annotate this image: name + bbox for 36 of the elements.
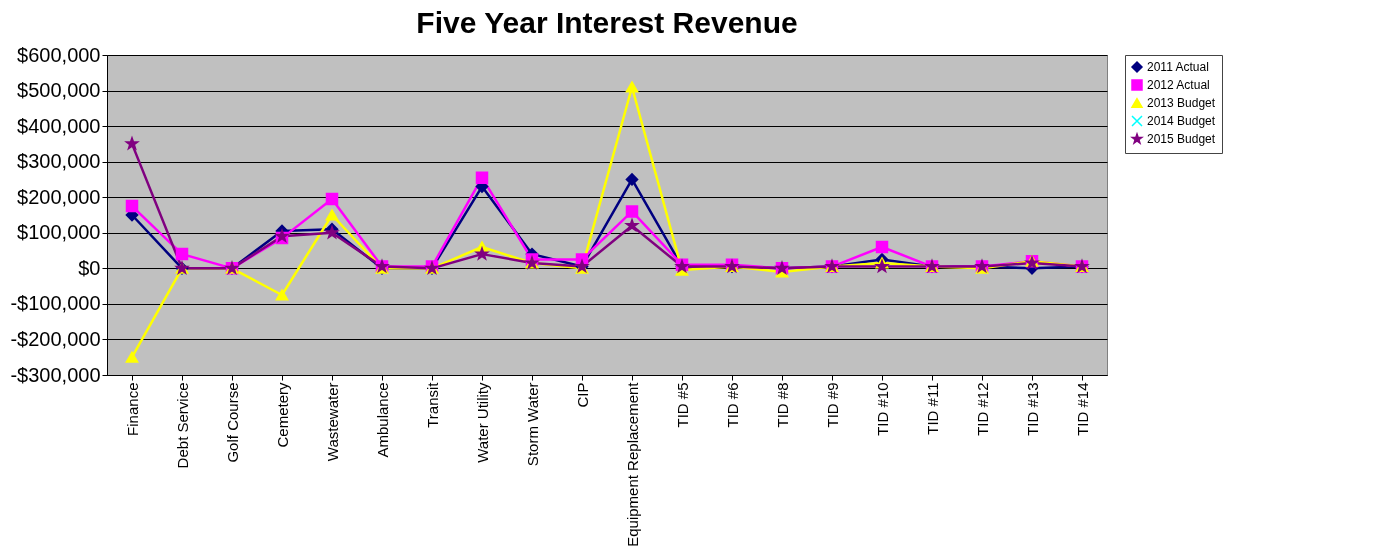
x-tick-label: CIP: [573, 382, 591, 408]
y-tick-label: -$200,000: [10, 327, 101, 350]
y-tick-label: $100,000: [17, 221, 101, 244]
y-tick-label: $600,000: [17, 43, 101, 66]
y-tick-label: -$100,000: [10, 292, 101, 315]
x-tick-label: Cemetery: [273, 382, 291, 448]
legend-label: 2015 Budget: [1147, 132, 1216, 146]
y-tick-label: $300,000: [17, 150, 101, 173]
x-tick-label: Storm Water: [523, 382, 541, 467]
chart-title: Five Year Interest Revenue: [416, 6, 798, 39]
x-tick-label: Golf Course: [223, 382, 241, 463]
y-tick-label: $400,000: [17, 114, 101, 137]
legend-label: 2011 Actual: [1147, 60, 1209, 74]
x-tick-label: Transit: [423, 381, 441, 428]
x-tick-label: TID #12: [973, 382, 991, 436]
x-tick-label: TID #5: [673, 382, 691, 428]
x-tick-label: Debt Service: [173, 382, 191, 469]
x-tick-label: TID #6: [723, 382, 741, 428]
legend-label: 2012 Actual: [1147, 78, 1210, 92]
x-tick-label: TID #11: [923, 382, 941, 435]
x-tick-label: Finance: [123, 382, 141, 436]
y-tick-label: $0: [78, 256, 101, 279]
x-tick-label: Equipment Replacement: [623, 381, 641, 547]
x-tick-label: Ambulance: [373, 382, 391, 458]
legend-label: 2014 Budget: [1147, 114, 1216, 128]
x-tick-label: Wastewater: [323, 382, 341, 462]
x-tick-label: TID #8: [773, 382, 791, 428]
x-tick-label: TID #9: [823, 382, 841, 428]
y-tick-label: $200,000: [17, 185, 101, 208]
legend-label: 2013 Budget: [1147, 96, 1216, 110]
x-tick-label: Water Utility: [473, 382, 491, 463]
x-tick-label: TID #14: [1073, 382, 1091, 436]
x-tick-label: TID #13: [1023, 382, 1041, 436]
y-tick-label: -$300,000: [10, 363, 101, 386]
y-tick-label: $500,000: [17, 79, 101, 102]
x-tick-label: TID #10: [873, 382, 891, 436]
